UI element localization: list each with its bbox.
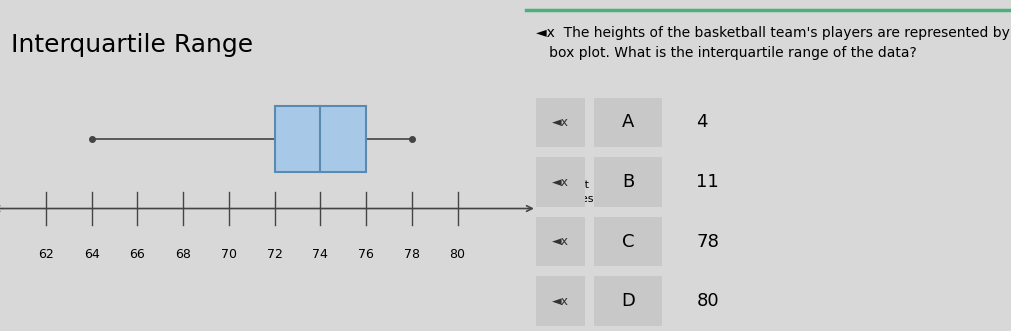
Text: ◄x: ◄x: [551, 175, 568, 189]
FancyBboxPatch shape: [593, 217, 661, 266]
Text: C: C: [622, 233, 634, 251]
Text: ◄x: ◄x: [551, 235, 568, 248]
Text: 70: 70: [220, 248, 237, 261]
Text: Height
(inches): Height (inches): [552, 180, 596, 204]
Text: ◄x  The heights of the basketball team's players are represented by the
   box p: ◄x The heights of the basketball team's …: [536, 26, 1011, 60]
FancyBboxPatch shape: [593, 157, 661, 207]
FancyBboxPatch shape: [536, 157, 584, 207]
Text: 4: 4: [696, 114, 707, 131]
Text: 78: 78: [696, 233, 719, 251]
FancyBboxPatch shape: [593, 276, 661, 326]
Text: ◄x: ◄x: [551, 295, 568, 308]
Text: 66: 66: [129, 248, 145, 261]
FancyBboxPatch shape: [536, 98, 584, 147]
Text: ◄x: ◄x: [551, 116, 568, 129]
FancyBboxPatch shape: [274, 106, 366, 172]
Text: 80: 80: [449, 248, 465, 261]
Text: 64: 64: [84, 248, 99, 261]
Text: 68: 68: [175, 248, 191, 261]
Text: B: B: [622, 173, 634, 191]
Text: 11: 11: [696, 173, 718, 191]
Text: 74: 74: [312, 248, 328, 261]
Text: Interquartile Range: Interquartile Range: [10, 33, 253, 57]
FancyBboxPatch shape: [536, 276, 584, 326]
Text: 72: 72: [266, 248, 282, 261]
Text: A: A: [622, 114, 634, 131]
Text: 76: 76: [358, 248, 374, 261]
FancyBboxPatch shape: [593, 98, 661, 147]
Text: 80: 80: [696, 292, 718, 310]
Text: D: D: [621, 292, 635, 310]
Text: 78: 78: [403, 248, 420, 261]
FancyBboxPatch shape: [536, 217, 584, 266]
Text: 62: 62: [37, 248, 54, 261]
